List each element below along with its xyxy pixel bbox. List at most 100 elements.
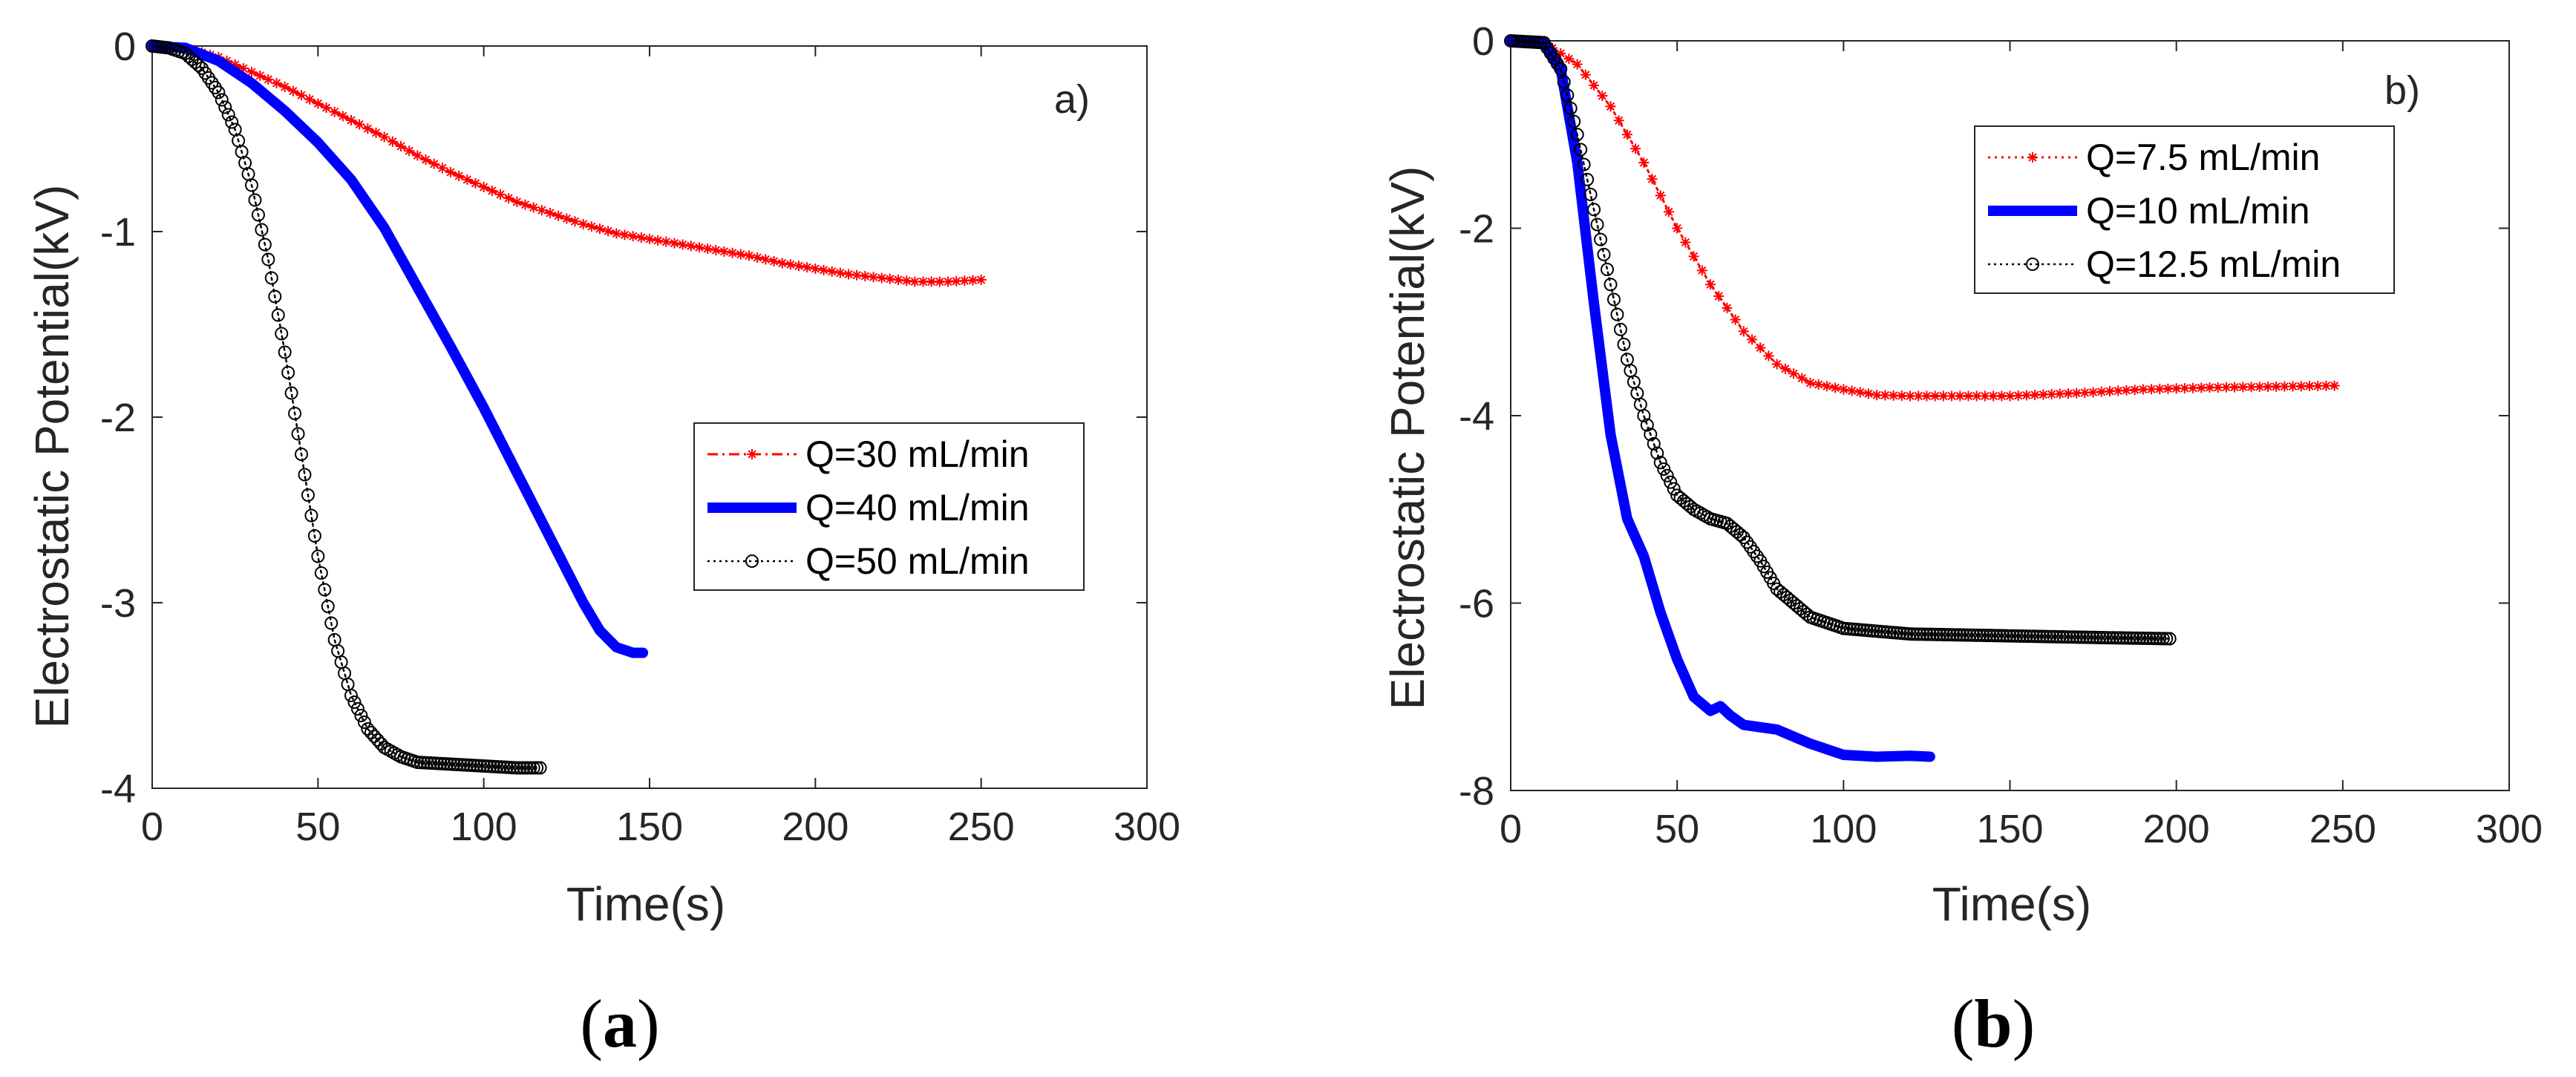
data-point-b-1 <box>1621 129 1632 140</box>
data-point-b-1 <box>2021 390 2032 401</box>
data-point-b-1 <box>2171 383 2182 394</box>
data-point-b-3 <box>2146 632 2160 646</box>
data-point-a-3 <box>295 448 308 461</box>
data-point-a-3 <box>275 327 289 341</box>
series-markers-a-3 <box>146 39 547 775</box>
data-point-a-1 <box>677 239 688 250</box>
data-point-a-1 <box>884 273 895 284</box>
data-point-a-1 <box>545 208 555 218</box>
data-point-a-1 <box>569 216 581 227</box>
data-point-b-3 <box>1574 143 1588 157</box>
data-point-a-1 <box>685 240 696 252</box>
data-point-b-3 <box>2053 629 2067 644</box>
data-point-a-1 <box>752 252 763 263</box>
data-point-a-1 <box>851 269 863 281</box>
panel-tag-b: b) <box>2384 68 2420 113</box>
y-tick-label-a: -3 <box>100 581 136 626</box>
x-tick-label-b: 50 <box>1655 807 1699 851</box>
data-point-b-1 <box>1630 143 1641 154</box>
data-point-b-3 <box>1733 528 1748 542</box>
data-point-b-3 <box>1993 629 2007 643</box>
data-point-a-3 <box>530 761 544 775</box>
data-point-a-3 <box>361 722 375 736</box>
data-point-b-1 <box>2088 387 2099 398</box>
data-point-a-1 <box>346 115 356 125</box>
data-point-a-3 <box>291 427 305 441</box>
data-point-a-1 <box>818 264 829 275</box>
data-point-b-3 <box>2000 629 2014 643</box>
data-point-b-3 <box>2010 629 2024 643</box>
data-point-a-1 <box>802 262 813 273</box>
data-point-a-1 <box>495 189 506 200</box>
data-point-b-1 <box>2262 382 2273 393</box>
data-point-b-3 <box>2003 629 2017 643</box>
data-point-b-1 <box>1771 359 1782 370</box>
data-point-b-3 <box>2129 631 2143 645</box>
data-point-a-1 <box>379 131 390 143</box>
data-point-b-3 <box>1949 628 1964 642</box>
x-tick-label-a: 150 <box>616 805 683 849</box>
series-markers-b-3 <box>1504 34 2177 646</box>
data-point-b-1 <box>2246 382 2257 393</box>
data-point-b-1 <box>2321 380 2332 391</box>
data-point-b-3 <box>2039 629 2053 644</box>
data-point-a-3 <box>225 115 239 129</box>
data-point-a-3 <box>318 583 332 597</box>
data-point-b-3 <box>1606 292 1621 307</box>
data-point-b-1 <box>2312 380 2324 391</box>
data-point-b-3 <box>2096 631 2111 645</box>
data-point-a-1 <box>951 275 962 287</box>
data-point-a-1 <box>810 263 821 274</box>
data-point-a-3 <box>251 208 265 222</box>
data-point-a-1 <box>412 150 423 161</box>
data-point-b-3 <box>2116 631 2130 645</box>
data-point-b-3 <box>1973 628 1987 642</box>
data-point-b-1 <box>1863 388 1874 399</box>
data-point-b-3 <box>1987 629 2001 643</box>
data-point-a-3 <box>520 761 534 775</box>
data-point-b-3 <box>1560 88 1575 102</box>
data-point-b-1 <box>1680 237 1691 248</box>
data-point-b-3 <box>2103 631 2116 645</box>
data-point-a-1 <box>561 213 572 224</box>
data-point-a-3 <box>215 93 229 107</box>
axes-box-a <box>151 45 1148 789</box>
data-point-a-1 <box>304 94 316 105</box>
data-point-b-3 <box>1667 482 1681 496</box>
data-point-b-1 <box>1755 342 1766 353</box>
data-point-a-3 <box>298 468 312 482</box>
data-point-a-3 <box>321 600 335 613</box>
data-point-b-1 <box>2054 388 2065 399</box>
data-point-b-3 <box>1557 75 1571 89</box>
data-point-b-3 <box>1617 338 1631 352</box>
data-point-b-3 <box>1933 627 1947 641</box>
data-point-a-3 <box>347 695 362 709</box>
data-point-a-1 <box>511 197 523 207</box>
data-point-b-1 <box>1838 384 1849 395</box>
data-point-b-3 <box>1920 627 1934 641</box>
data-point-b-1 <box>1672 223 1683 234</box>
data-point-b-1 <box>2196 382 2207 393</box>
data-point-b-1 <box>1605 101 1616 112</box>
data-point-a-3 <box>324 616 339 630</box>
data-point-b-1 <box>2038 389 2049 400</box>
legend-label-b-1: Q=7.5 mL/min <box>2086 137 2320 178</box>
data-point-a-3 <box>248 193 262 207</box>
data-point-b-1 <box>2105 386 2115 397</box>
data-point-a-1 <box>843 269 854 280</box>
data-point-a-1 <box>470 178 481 189</box>
data-point-b-1 <box>2129 384 2140 396</box>
data-point-b-1 <box>2304 381 2315 392</box>
data-point-a-1 <box>396 141 406 151</box>
data-point-b-1 <box>2121 384 2132 396</box>
data-point-b-3 <box>1601 263 1615 277</box>
data-point-b-1 <box>2329 380 2340 391</box>
data-point-b-3 <box>2149 632 2163 646</box>
data-point-a-1 <box>279 82 290 92</box>
series-line-b-2 <box>1506 36 1935 762</box>
data-point-b-1 <box>1905 390 1915 402</box>
data-point-b-1 <box>1880 390 1891 401</box>
data-point-a-1 <box>478 182 489 192</box>
data-point-a-1 <box>229 59 241 70</box>
data-point-a-1 <box>653 235 664 246</box>
